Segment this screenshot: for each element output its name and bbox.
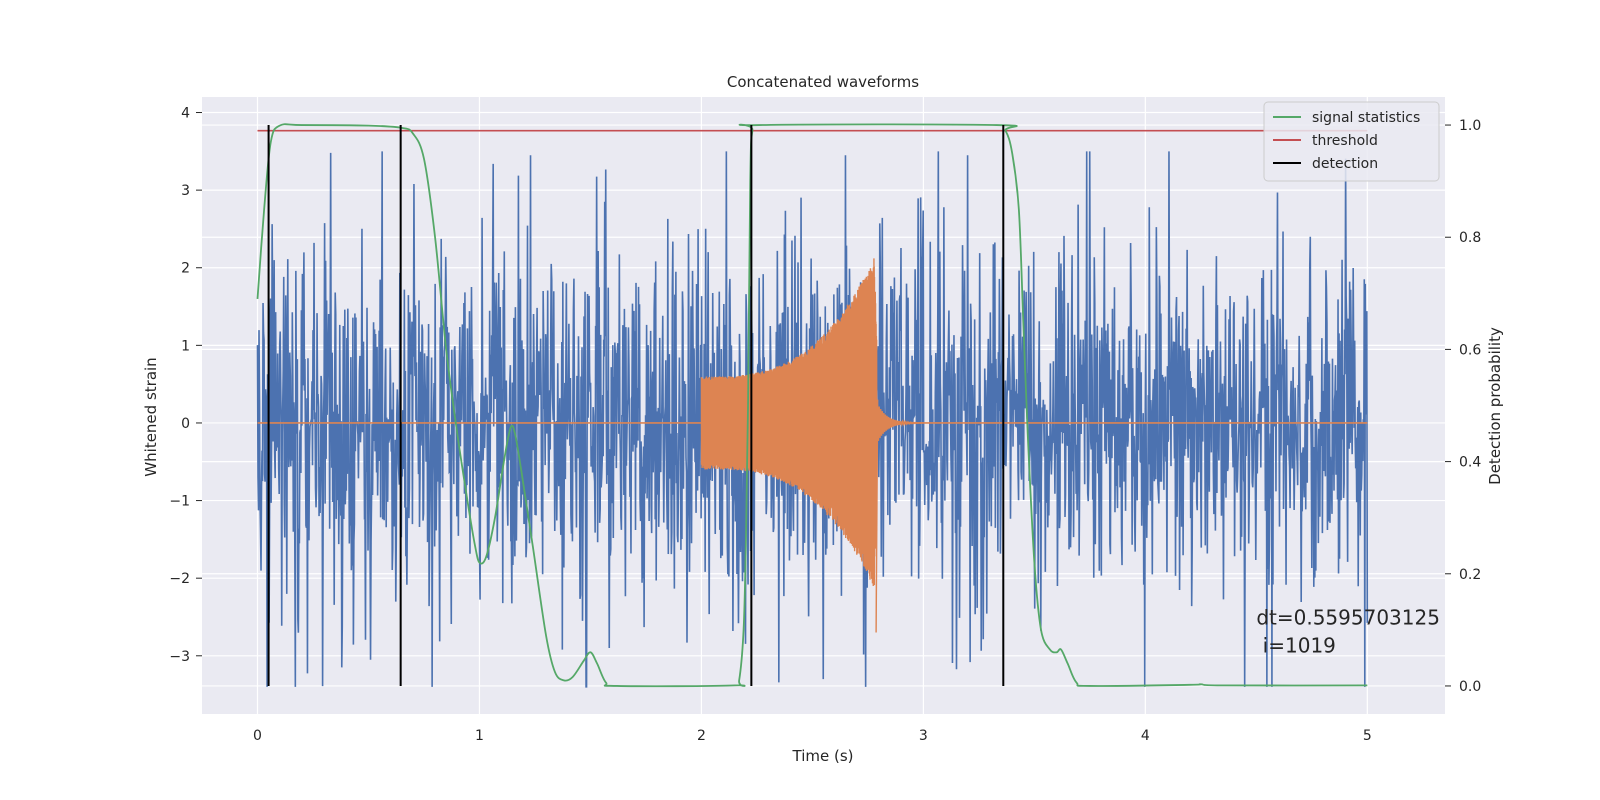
y-tick-label: 0 — [181, 416, 190, 432]
ticks: 0 1 2 3 4 5 −3 −2 −1 0 1 2 3 4 0.0 0.2 0.4 0.6 0.8 1.0 — [169, 106, 1481, 744]
legend-label: threshold — [1312, 133, 1378, 149]
annotation-dt: dt=0.5595703125 — [1256, 606, 1440, 630]
y-axis-label: Whitened strain — [142, 357, 160, 476]
x-tick-label: 3 — [919, 728, 928, 744]
y-tick-label: −1 — [169, 494, 190, 510]
series-injection-line — [700, 258, 924, 633]
x-tick-label: 0 — [253, 728, 262, 744]
x-tick-label: 2 — [697, 728, 706, 744]
y2-tick-label: 0.0 — [1459, 679, 1481, 695]
y2-tick-label: 1.0 — [1459, 118, 1481, 134]
y-tick-label: 4 — [181, 106, 190, 122]
y-tick-label: 1 — [181, 338, 190, 354]
y-tick-label: −2 — [169, 571, 190, 587]
y2-axis-label: Detection probability — [1486, 327, 1504, 485]
y2-tick-label: 0.6 — [1459, 342, 1481, 358]
x-tick-label: 5 — [1363, 728, 1372, 744]
y-tick-label: −3 — [169, 649, 190, 665]
x-tick-label: 1 — [475, 728, 484, 744]
y-tick-label: 2 — [181, 261, 190, 277]
legend-label: signal statistics — [1312, 110, 1420, 126]
y2-tick-label: 0.2 — [1459, 567, 1481, 583]
annotation: dt=0.5595703125 i=1019 — [1256, 606, 1440, 658]
y-tick-label: 3 — [181, 183, 190, 199]
series-noise-line — [256, 151, 1369, 688]
series-signal-statistics-line — [256, 123, 1368, 688]
annotation-index: i=1019 — [1256, 634, 1336, 658]
legend: signal statistics threshold detection — [1263, 101, 1440, 182]
y2-tick-label: 0.4 — [1459, 455, 1481, 471]
y2-tick-label: 0.8 — [1459, 230, 1481, 246]
plot-layer — [256, 123, 1369, 688]
legend-box — [1263, 101, 1440, 182]
chart-title: Concatenated waveforms — [727, 73, 919, 91]
legend-label: detection — [1312, 156, 1378, 172]
x-axis-label: Time (s) — [792, 747, 854, 765]
x-tick-label: 4 — [1141, 728, 1150, 744]
